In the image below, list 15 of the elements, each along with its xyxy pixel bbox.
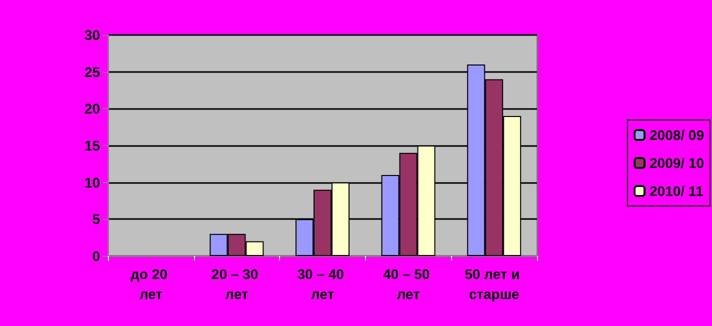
y-tick-label: 5 (92, 211, 100, 228)
legend-label: 2008/ 09 (650, 127, 704, 143)
x-tick-label: до 20 лет (130, 266, 172, 302)
y-tick-label: 25 (84, 64, 100, 80)
x-tick-label: 40 – 50 лет (382, 266, 434, 302)
x-tick-label: 50 лет и старше (464, 266, 524, 302)
y-tick-label: 10 (84, 174, 100, 190)
y-tick-label: 15 (84, 138, 100, 154)
y-tick-label: 20 (84, 100, 100, 117)
y-tick-label: 30 (84, 27, 100, 43)
legend-label: 2009/ 10 (650, 155, 704, 171)
x-tick-label: 30 – 40 лет (297, 266, 348, 302)
y-tick-label: 0 (92, 248, 100, 264)
legend-label: 2010/ 11 (650, 183, 704, 199)
x-tick-label: 20 – 30 лет (211, 266, 262, 302)
